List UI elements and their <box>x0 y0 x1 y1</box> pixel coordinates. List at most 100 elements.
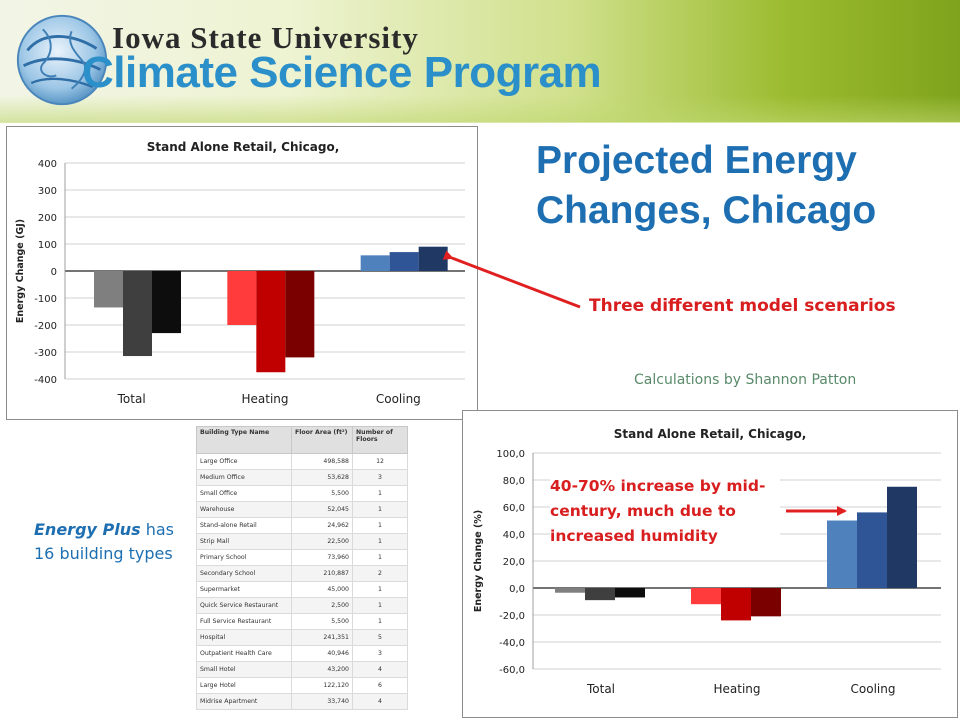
table-cell: Quick Service Restaurant <box>196 597 292 614</box>
header-banner: Iowa State University Climate Science Pr… <box>0 0 960 123</box>
y-tick-label: 100,0 <box>496 449 525 460</box>
y-tick-label: 200 <box>38 213 57 224</box>
table-cell: 4 <box>352 693 408 710</box>
y-tick-label: -60,0 <box>499 665 525 676</box>
table-cell: 1 <box>352 597 408 614</box>
table-cell: Large Office <box>196 453 292 470</box>
table-cell: 1 <box>352 501 408 518</box>
table-cell: 6 <box>352 677 408 694</box>
table-cell: Hospital <box>196 629 292 646</box>
x-category-label: Total <box>117 392 146 406</box>
table-cell: Small Office <box>196 485 292 502</box>
y-tick-label: 80,0 <box>503 476 525 487</box>
chart-title: Stand Alone Retail, Chicago, <box>614 427 807 441</box>
table-row: Midrise Apartment 33,740 4 <box>196 693 408 710</box>
table-cell: 5,500 <box>291 485 353 502</box>
y-tick-label: 20,0 <box>503 557 525 568</box>
table-cell: 1 <box>352 517 408 534</box>
table-cell: Supermarket <box>196 581 292 598</box>
university-name: Iowa State University <box>112 20 419 55</box>
bar <box>285 271 315 358</box>
x-category-label: Cooling <box>851 682 896 696</box>
table-cell: 40,946 <box>291 645 353 662</box>
y-tick-label: 0,0 <box>509 584 525 595</box>
table-cell: Primary School <box>196 549 292 566</box>
table-cell: Warehouse <box>196 501 292 518</box>
table-row: Large Hotel 122,120 6 <box>196 677 408 694</box>
table-row: Large Office 498,588 12 <box>196 453 408 470</box>
bar <box>227 271 257 325</box>
model-scenarios-callout: Three different model scenarios <box>589 296 896 316</box>
table-row: Primary School 73,960 1 <box>196 549 408 566</box>
chart-energy-gj-plot: Stand Alone Retail, Chicago, 400 300 200 100… <box>15 140 465 406</box>
bar <box>751 588 781 617</box>
table-cell: 52,045 <box>291 501 353 518</box>
x-category-label: Heating <box>713 682 760 696</box>
table-row: Outpatient Health Care 40,946 3 <box>196 645 408 662</box>
table-header-row: Building Type Name Floor Area (ft²) Number… <box>196 426 408 454</box>
y-tick-label: -300 <box>34 348 57 359</box>
bar <box>256 271 286 373</box>
bar <box>94 271 123 308</box>
table-cell: 122,120 <box>291 677 353 694</box>
y-tick-label: -400 <box>34 375 57 386</box>
table-cell: 1 <box>352 613 408 630</box>
table-cell: 498,588 <box>291 453 353 470</box>
y-tick-label: -20,0 <box>499 611 525 622</box>
table-cell: Outpatient Health Care <box>196 645 292 662</box>
table-cell: 1 <box>352 485 408 502</box>
table-cell: Medium Office <box>196 469 292 486</box>
y-tick-label: -40,0 <box>499 638 525 649</box>
table-cell: Secondary School <box>196 565 292 582</box>
table-header-cell: Building Type Name <box>196 426 292 454</box>
table-cell: Midrise Apartment <box>196 693 292 710</box>
y-tick-label: -200 <box>34 321 57 332</box>
bar <box>721 588 751 621</box>
chart-energy-pct: Stand Alone Retail, Chicago, 100,0 80,0 60,… <box>462 410 958 718</box>
table-cell: 33,740 <box>291 693 353 710</box>
y-tick-label: 60,0 <box>503 503 525 514</box>
chart-title: Stand Alone Retail, Chicago, <box>147 140 340 154</box>
table-row: Quick Service Restaurant 2,500 1 <box>196 597 408 614</box>
bar <box>857 512 887 588</box>
y-tick-label: -100 <box>34 294 57 305</box>
table-row: Small Hotel 43,200 4 <box>196 661 408 678</box>
building-types-table: Building Type Name Floor Area (ft²) Number… <box>196 426 408 710</box>
table-cell: 24,962 <box>291 517 353 534</box>
table-row: Hospital 241,351 5 <box>196 629 408 646</box>
table-row: Strip Mall 22,500 1 <box>196 533 408 550</box>
table-cell: 73,960 <box>291 549 353 566</box>
table-cell: Small Hotel <box>196 661 292 678</box>
table-cell: Strip Mall <box>196 533 292 550</box>
slide-title: Projected Energy Changes, Chicago <box>536 139 877 232</box>
table-cell: 1 <box>352 533 408 550</box>
table-cell: 12 <box>352 453 408 470</box>
table-cell: 241,351 <box>291 629 353 646</box>
table-cell: 43,200 <box>291 661 353 678</box>
y-tick-label: 100 <box>38 240 57 251</box>
table-row: Supermarket 45,000 1 <box>196 581 408 598</box>
table-cell: 53,628 <box>291 469 353 486</box>
bar <box>827 520 857 588</box>
y-tick-label: 40,0 <box>503 530 525 541</box>
x-category-label: Cooling <box>376 392 421 406</box>
banner-glow <box>0 95 960 123</box>
table-row: Stand-alone Retail 24,962 1 <box>196 517 408 534</box>
bar <box>555 588 585 593</box>
table-cell: 2,500 <box>291 597 353 614</box>
table-cell: 3 <box>352 469 408 486</box>
chart-energy-pct-plot: Stand Alone Retail, Chicago, 100,0 80,0 60,… <box>473 427 941 696</box>
table-row: Warehouse 52,045 1 <box>196 501 408 518</box>
table-cell: Large Hotel <box>196 677 292 694</box>
y-tick-label: 400 <box>38 159 57 170</box>
table-body: Large Office 498,588 12 Medium Office 53,628… <box>196 453 408 710</box>
bar <box>691 588 721 605</box>
table-row: Medium Office 53,628 3 <box>196 469 408 486</box>
table-row: Full Service Restaurant 5,500 1 <box>196 613 408 630</box>
y-axis-label: Energy Change (GJ) <box>15 219 26 323</box>
bar <box>418 246 448 271</box>
bar <box>360 255 390 271</box>
table-cell: 1 <box>352 549 408 566</box>
building-table: Building Type Name Floor Area (ft²) Number… <box>196 426 408 710</box>
building-types-text: has 16 building types <box>34 520 175 563</box>
